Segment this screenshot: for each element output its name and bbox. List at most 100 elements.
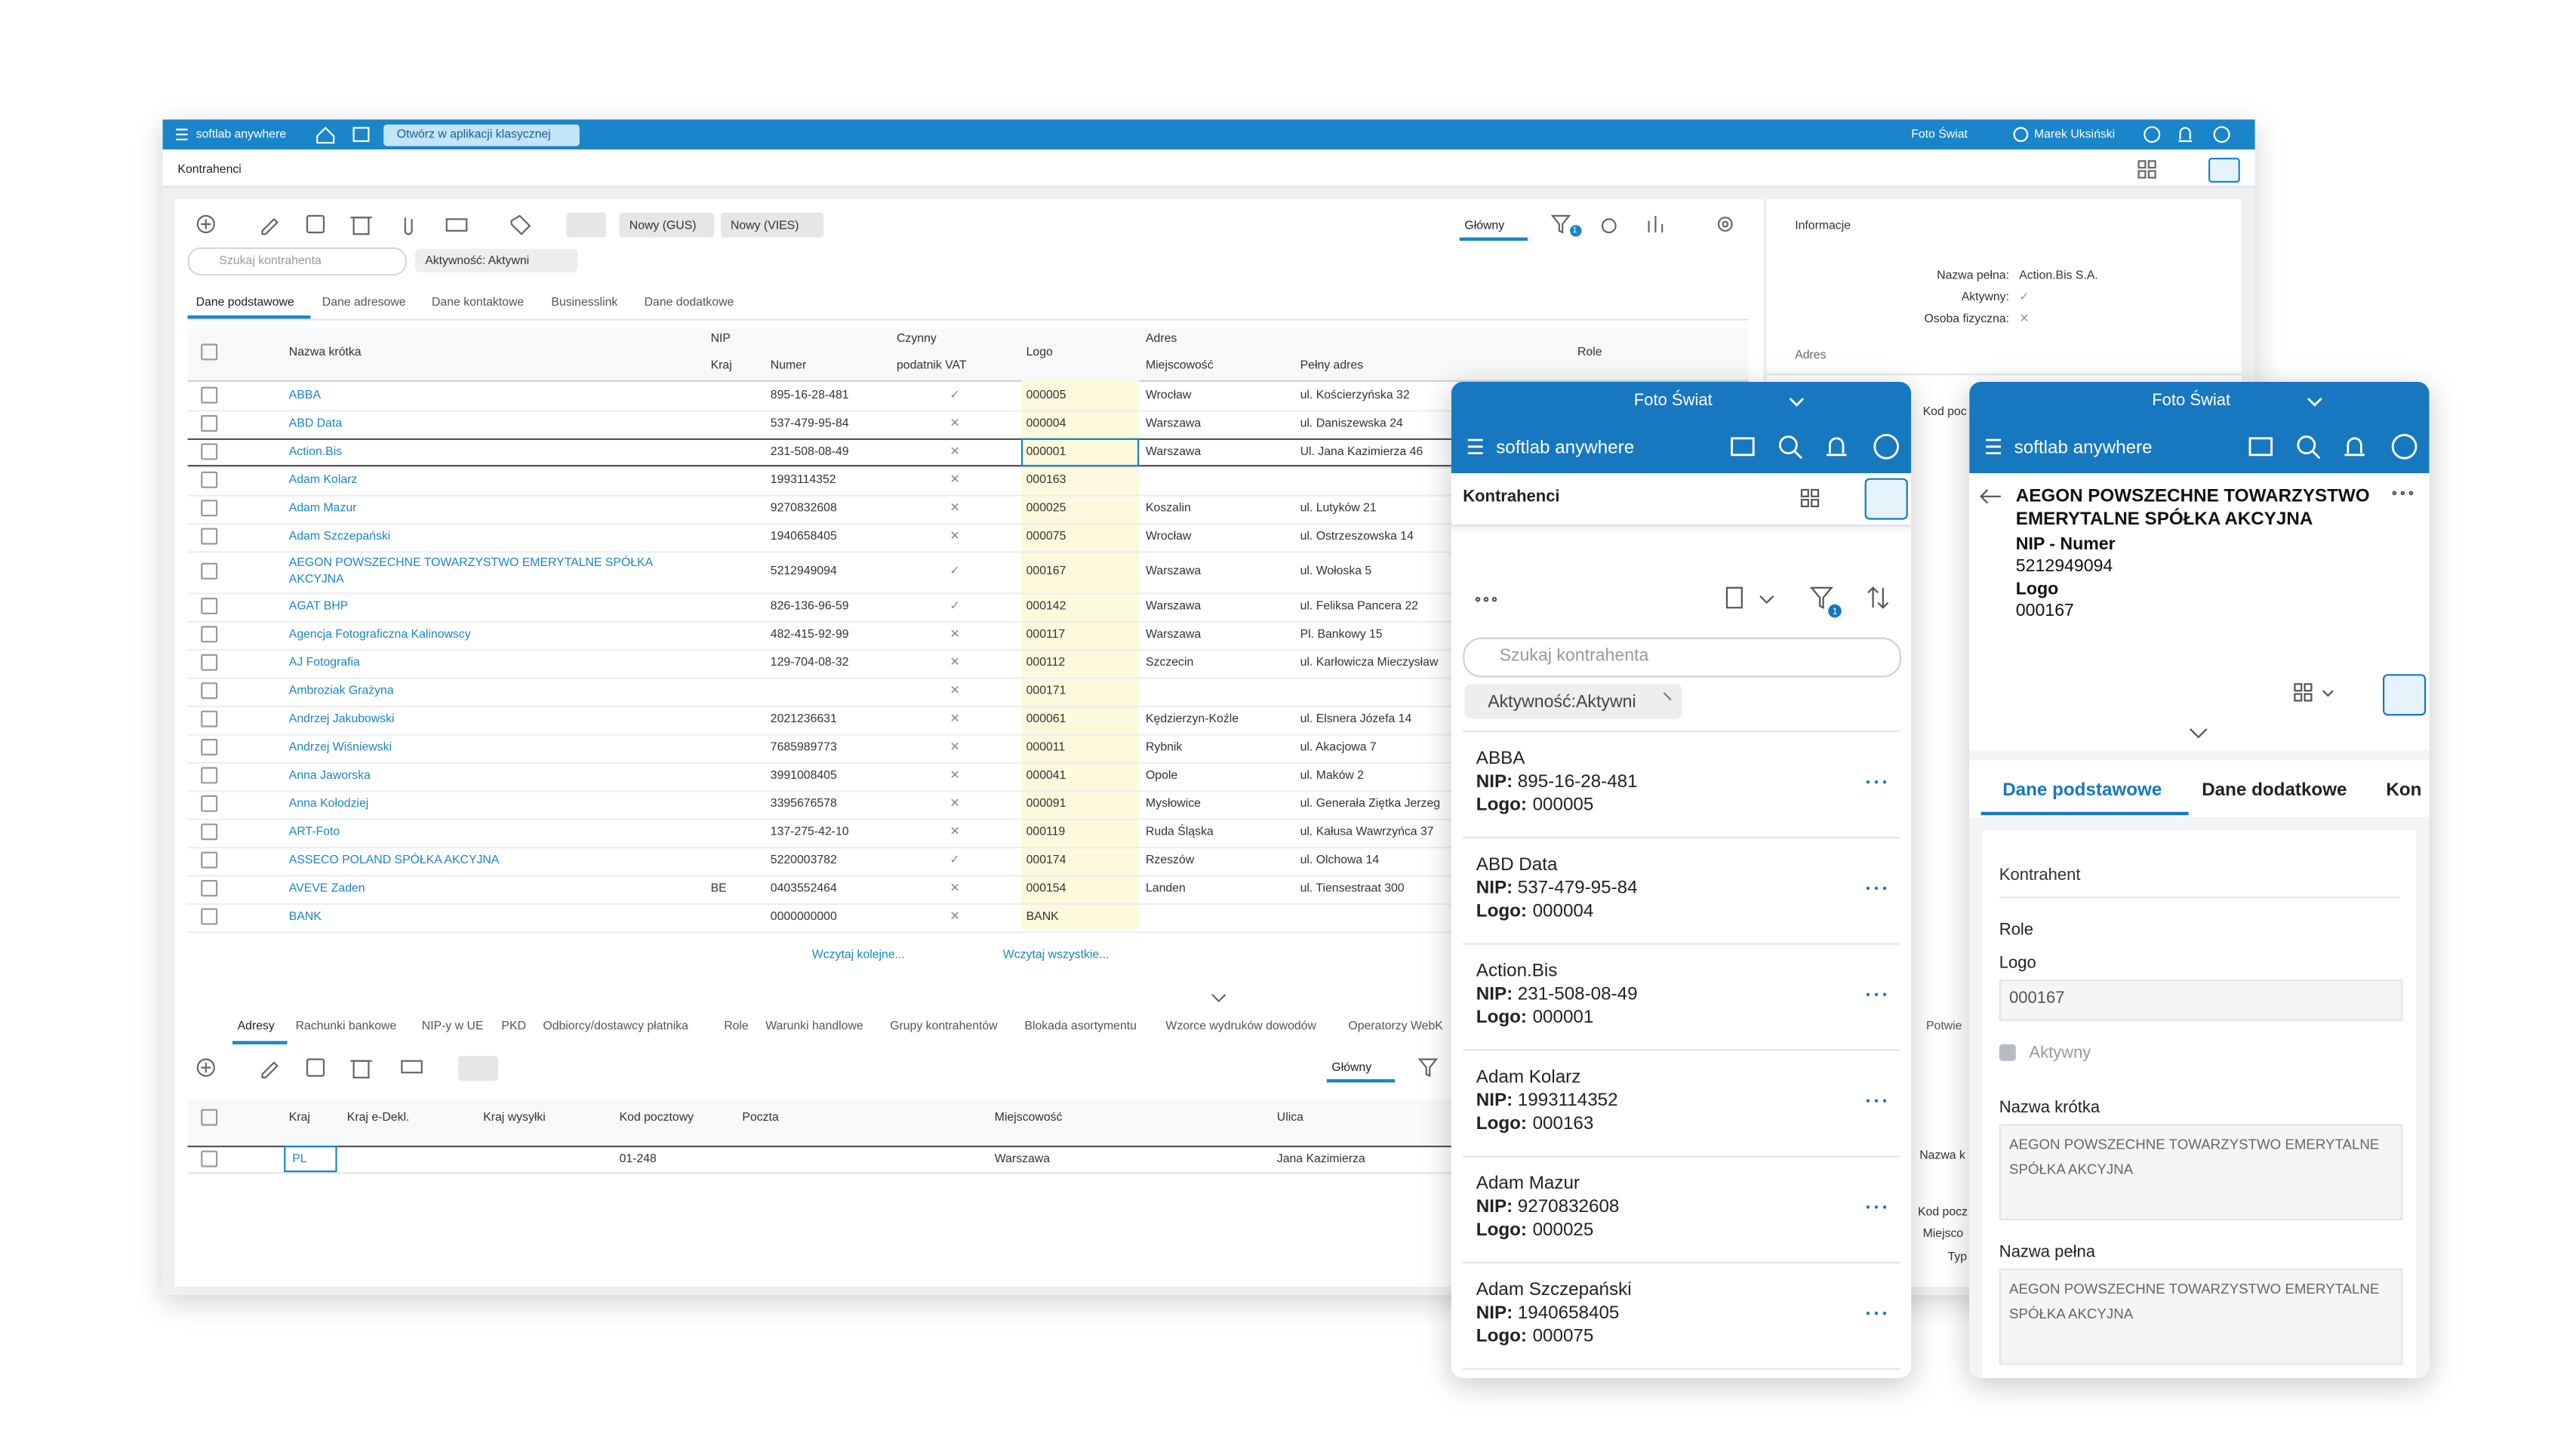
row-name[interactable]: Anna Jaworska (288, 767, 371, 783)
more-dot[interactable] (1882, 1205, 1887, 1209)
chat-button[interactable] (2208, 158, 2240, 183)
more-dot[interactable] (1874, 886, 1879, 891)
bottom-tab[interactable]: Blokada asortymentu (1024, 1017, 1137, 1033)
bottom-tab[interactable]: Operatorzy WebK (1348, 1017, 1443, 1033)
row-name[interactable]: BANK (288, 908, 322, 924)
search-box[interactable] (1463, 637, 1901, 678)
tab[interactable]: Dane podstawowe (195, 294, 294, 309)
more-dot[interactable] (1866, 1205, 1870, 1209)
logo-input[interactable] (1999, 980, 2403, 1021)
more-dot[interactable] (1866, 1312, 1870, 1315)
filter-chip-bg[interactable] (415, 249, 578, 272)
toolbar-button[interactable] (619, 212, 714, 238)
bottom-tab[interactable]: Grupy kontrahentów (890, 1017, 998, 1033)
toolbar-button[interactable] (720, 212, 824, 238)
tab[interactable]: Dane dodatkowe (2202, 780, 2347, 801)
row-checkbox[interactable] (201, 415, 218, 432)
full-name-input[interactable] (1999, 1268, 2403, 1365)
row-checkbox[interactable] (201, 562, 218, 580)
row-checkbox[interactable] (201, 654, 218, 671)
row-name[interactable]: Adam Kolarz (288, 471, 358, 487)
search-placeholder[interactable]: Szukaj kontrahenta (219, 252, 322, 268)
row-name[interactable]: ART-Foto (288, 823, 340, 838)
item-name[interactable]: Adam Mazur (1476, 1174, 1580, 1194)
row-name[interactable]: Andrzej Wiśniewski (288, 739, 392, 754)
row-name[interactable]: Adam Mazur (288, 500, 357, 515)
row-name[interactable]: ABBA (288, 386, 322, 402)
short-name-input[interactable] (1999, 1124, 2403, 1220)
more-dot[interactable] (1882, 1312, 1887, 1315)
more-dot[interactable] (1882, 1099, 1887, 1103)
row-checkbox[interactable] (201, 767, 218, 784)
search-box[interactable] (187, 247, 407, 276)
toolbar-button-label[interactable]: Nowy (GUS) (629, 217, 697, 232)
row-name[interactable]: AJ Fotografia (288, 654, 360, 669)
load-more[interactable]: Wczytaj kolejne... (811, 946, 905, 961)
bottom-tab[interactable]: NIP-y w UE (421, 1017, 484, 1033)
row-name[interactable]: Ambroziak Grażyna (288, 682, 394, 697)
item-name[interactable]: ABBA (1476, 749, 1525, 769)
open-classic-button[interactable] (383, 125, 580, 146)
row-checkbox[interactable] (201, 528, 218, 545)
bottom-view-selector[interactable]: Główny (1331, 1059, 1372, 1075)
more-dot[interactable] (1882, 992, 1887, 996)
chat-button[interactable] (1864, 478, 1908, 520)
item-name[interactable]: ABD Data (1476, 855, 1558, 875)
row-name[interactable]: Action.Bis (288, 443, 343, 459)
toolbar-button-label[interactable]: Nowy (VIES) (731, 217, 799, 232)
view-selector[interactable]: Główny (1464, 217, 1505, 232)
item-name[interactable]: Action.Bis (1476, 961, 1558, 982)
row-name[interactable]: ABD Data (288, 415, 343, 430)
row-checkbox[interactable] (201, 908, 218, 925)
open-classic[interactable]: Otwórz w aplikacji klasycznej (396, 126, 551, 141)
row-name[interactable]: AEGON POWSZECHNE TOWARZYSTWO EMERYTALNE … (288, 553, 653, 586)
search-placeholder[interactable]: Szukaj kontrahenta (1499, 645, 1649, 666)
row-name[interactable]: Adam Szczepański (288, 528, 391, 543)
more-dot[interactable] (1882, 886, 1887, 891)
header-checkbox[interactable] (201, 343, 218, 361)
row-checkbox[interactable] (201, 710, 218, 728)
row-name[interactable]: AVEVE Zaden (288, 880, 365, 895)
row-name[interactable]: Agencja Fotograficzna Kalinowscy (288, 626, 471, 641)
filter-chip[interactable]: Aktywność: Aktywni (425, 252, 530, 268)
item-name[interactable]: Adam Szczepański (1476, 1280, 1632, 1300)
tab[interactable]: Dane podstawowe (2002, 780, 2162, 801)
company[interactable]: Foto Świat (1633, 392, 1713, 411)
filter-chip[interactable]: Aktywność:Aktywni (1488, 692, 1636, 712)
row-checkbox[interactable] (201, 500, 218, 517)
row-checkbox[interactable] (201, 795, 218, 812)
more-dot[interactable] (1882, 780, 1887, 784)
more-dot[interactable] (1866, 886, 1870, 891)
row-checkbox[interactable] (201, 851, 218, 869)
more-dot[interactable] (1866, 1099, 1870, 1103)
row-checkbox[interactable] (201, 739, 218, 755)
row-checkbox[interactable] (201, 1150, 218, 1168)
chat-button[interactable] (2383, 674, 2427, 716)
row-checkbox[interactable] (201, 471, 218, 488)
row-checkbox[interactable] (201, 626, 218, 643)
company[interactable]: Foto Świat (2152, 392, 2231, 411)
active-checkbox[interactable] (1999, 1044, 2016, 1061)
row-checkbox[interactable] (201, 880, 218, 897)
tab[interactable]: Businesslink (551, 294, 618, 309)
load-all[interactable]: Wczytaj wszystkie... (1002, 946, 1109, 961)
more-dot[interactable] (1874, 992, 1879, 996)
company[interactable]: Foto Świat (1911, 126, 1968, 141)
row-name[interactable]: Andrzej Jakubowski (288, 710, 395, 726)
bottom-tab[interactable]: Odbiorcy/dostawcy płatnika (543, 1017, 688, 1033)
row-checkbox[interactable] (201, 823, 218, 841)
bottom-tab[interactable]: Rachunki bankowe (295, 1017, 397, 1033)
more-dot[interactable] (1874, 1205, 1879, 1209)
more-dot[interactable] (1874, 780, 1879, 784)
tab[interactable]: Dane kontaktowe (432, 294, 525, 309)
row-name[interactable]: AGAT BHP (288, 598, 349, 613)
user[interactable]: Marek Uksiński (2034, 126, 2116, 141)
row-name[interactable]: Anna Kołodziej (288, 795, 369, 811)
row-checkbox[interactable] (201, 598, 218, 614)
row-checkbox[interactable] (201, 682, 218, 700)
bottom-tab[interactable]: Potwie (1926, 1017, 1962, 1033)
bottom-tab[interactable]: Warunki handlowe (765, 1017, 863, 1033)
more-dot[interactable] (1866, 992, 1870, 996)
tab[interactable]: Kon (2386, 780, 2422, 801)
more-dot[interactable] (1874, 1312, 1879, 1315)
